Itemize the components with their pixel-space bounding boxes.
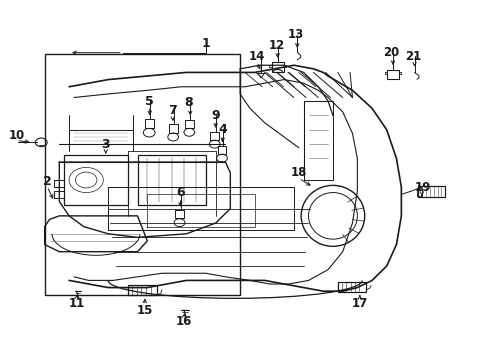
Text: 21: 21 <box>405 50 422 63</box>
Bar <box>418 186 445 197</box>
Bar <box>272 62 284 72</box>
Bar <box>338 282 366 292</box>
Text: 10: 10 <box>8 129 24 142</box>
Text: 3: 3 <box>101 138 110 150</box>
Bar <box>128 285 157 296</box>
Text: 13: 13 <box>288 28 304 41</box>
Text: 18: 18 <box>291 166 307 179</box>
Text: 2: 2 <box>43 175 51 188</box>
Text: 1: 1 <box>201 37 210 50</box>
Bar <box>387 69 399 79</box>
Text: 11: 11 <box>68 297 85 310</box>
Text: 5: 5 <box>146 95 154 108</box>
Text: 20: 20 <box>384 46 400 59</box>
Bar <box>185 120 194 128</box>
Bar <box>169 125 177 133</box>
Bar <box>64 155 128 205</box>
Text: 9: 9 <box>211 109 220 122</box>
Text: 15: 15 <box>137 305 153 318</box>
Bar <box>210 132 219 140</box>
Bar <box>218 146 226 154</box>
Text: 4: 4 <box>219 123 227 136</box>
Bar <box>417 188 422 196</box>
Text: 14: 14 <box>249 50 266 63</box>
Bar <box>175 211 184 219</box>
Bar <box>138 155 206 205</box>
Text: 12: 12 <box>269 39 285 52</box>
Text: 16: 16 <box>176 315 192 328</box>
Bar <box>45 54 240 295</box>
Text: 7: 7 <box>168 104 177 117</box>
Text: 17: 17 <box>352 297 368 310</box>
Text: 19: 19 <box>415 181 432 194</box>
Text: 6: 6 <box>176 186 185 199</box>
Text: 8: 8 <box>185 96 193 109</box>
Bar <box>145 119 154 128</box>
